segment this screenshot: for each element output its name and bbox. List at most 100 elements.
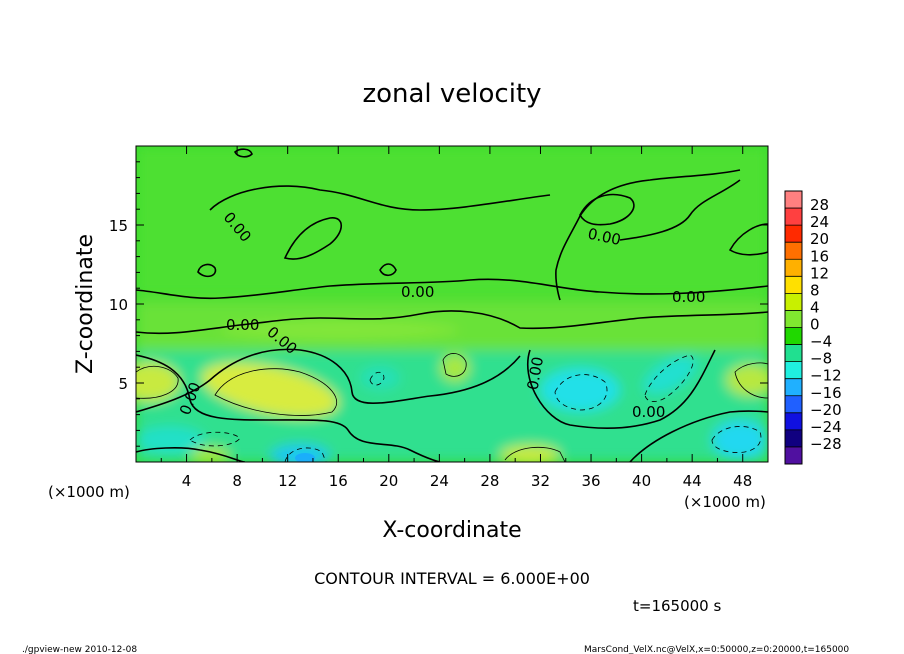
- colorbar-label: −8: [810, 350, 832, 368]
- zero-contour: [136, 278, 768, 300]
- colorbar-label: 4: [810, 298, 820, 316]
- x-tick-label: 36: [581, 472, 600, 490]
- zero-contour: [379, 263, 397, 277]
- velocity-field: 0.00 0.00 0.00 0.00 0.00 0.00 0.00 0.00 …: [136, 146, 768, 462]
- colorbar-swatch: [785, 412, 802, 431]
- negative-blob: [712, 420, 768, 460]
- contour-label: 0.00: [672, 288, 705, 306]
- colorbar-swatch: [785, 378, 802, 397]
- positive-blob: [201, 362, 339, 418]
- positive-contours: [136, 353, 768, 462]
- colorbar-swatch: [785, 293, 802, 311]
- colorbar-swatch: [785, 225, 802, 243]
- negative-contours: [189, 354, 762, 462]
- x-axis: 4 8 12 16 20 24 28 32 36 40 44 48: [160, 146, 752, 490]
- zero-contour: [555, 169, 741, 301]
- negative-blob: [360, 366, 400, 390]
- x-tick-label: 12: [278, 472, 297, 490]
- colorbar-swatch: [785, 344, 802, 363]
- y-tick-label: 10: [109, 296, 128, 314]
- positive-contour: [504, 447, 566, 462]
- positive-blob: [726, 364, 768, 396]
- contour-label: 0.00: [524, 355, 548, 391]
- zero-contour: [283, 217, 343, 260]
- colorbar-label: 20: [810, 230, 829, 248]
- positive-blob: [136, 362, 180, 402]
- zero-contour: [728, 223, 768, 256]
- colorbar-label: 28: [810, 196, 829, 214]
- x-tick-label: 28: [480, 472, 499, 490]
- footer-left: ./gpview-new 2010-12-08: [22, 645, 137, 654]
- y-axis: 5 10 15: [109, 161, 768, 447]
- colorbar-swatch: [785, 310, 802, 328]
- colorbar-swatch: [785, 276, 802, 294]
- x-tick-label: 16: [329, 472, 348, 490]
- x-tick-label: 48: [733, 472, 752, 490]
- positive-contour: [734, 362, 768, 399]
- zero-contour: [233, 148, 253, 158]
- y-axis-label: Z-coordinate: [73, 234, 98, 374]
- negative-blob: [540, 368, 620, 412]
- colorbar-swatch: [785, 327, 802, 346]
- colorbar-label: −12: [810, 367, 842, 385]
- field-upper-band: [136, 146, 768, 296]
- positive-contour: [214, 368, 338, 416]
- zero-contour: [197, 263, 217, 278]
- colorbar-label: 8: [810, 281, 820, 299]
- colorbar-label: −28: [810, 435, 842, 453]
- footer-right: MarsCond_VelX.nc@VelX,x=0:50000,z=0:2000…: [584, 645, 849, 654]
- x-tick-label: 20: [379, 472, 398, 490]
- contour-interval-text: CONTOUR INTERVAL = 6.000E+00: [314, 569, 590, 588]
- colorbar-label: −16: [810, 384, 842, 402]
- negative-contour: [554, 374, 608, 411]
- x-tick-label: 32: [531, 472, 550, 490]
- chart-title: zonal velocity: [362, 79, 541, 109]
- positive-blob: [500, 445, 560, 462]
- x-tick-label: 24: [430, 472, 449, 490]
- positive-contour: [442, 353, 467, 377]
- zero-contour: [527, 349, 716, 430]
- zero-contour: [136, 310, 768, 335]
- y-tick-label: 5: [118, 375, 128, 393]
- y-tick-label: 15: [109, 217, 128, 235]
- zero-contour: [136, 354, 441, 462]
- zero-contours: [136, 148, 768, 462]
- colorbar-swatch: [785, 259, 802, 277]
- positive-contour: [136, 365, 179, 399]
- colorbar-swatch: [785, 395, 802, 414]
- negative-blob: [643, 355, 697, 395]
- colorbar-swatch: [785, 191, 802, 209]
- zero-contour: [629, 410, 768, 462]
- colorbar-swatch: [785, 208, 802, 226]
- positive-blob: [220, 320, 460, 340]
- x-tick-label: 8: [232, 472, 242, 490]
- x-tick-label: 44: [683, 472, 702, 490]
- x-tick-label: 4: [182, 472, 192, 490]
- contour-label: 0.00: [226, 316, 259, 334]
- colorbar-label: 0: [810, 316, 820, 334]
- zero-contour: [136, 348, 521, 413]
- x-axis-label: X-coordinate: [382, 518, 521, 543]
- colorbar-swatch: [785, 429, 802, 448]
- x-axis-unit-right: (×1000 m): [684, 493, 766, 511]
- contour-label: 0.00: [401, 283, 434, 301]
- negative-contour: [644, 354, 694, 402]
- colorbar-label: 24: [810, 213, 829, 231]
- contour-label: 0.00: [632, 403, 665, 421]
- zero-contour: [209, 185, 551, 211]
- colorbar-label: −20: [810, 401, 842, 419]
- negative-contour: [369, 371, 385, 386]
- negative-contour: [711, 426, 762, 453]
- negative-contour: [284, 447, 327, 462]
- colorbar-swatch: [785, 446, 802, 465]
- colorbar-label: 16: [810, 247, 829, 265]
- colorbar-label: 12: [810, 264, 829, 282]
- colorbar-label: −4: [810, 333, 832, 351]
- zero-contour: [579, 193, 635, 226]
- x-tick-label: 40: [632, 472, 651, 490]
- negative-core: [295, 453, 315, 462]
- colorbar-swatch: [785, 361, 802, 380]
- colorbar-swatch: [785, 242, 802, 260]
